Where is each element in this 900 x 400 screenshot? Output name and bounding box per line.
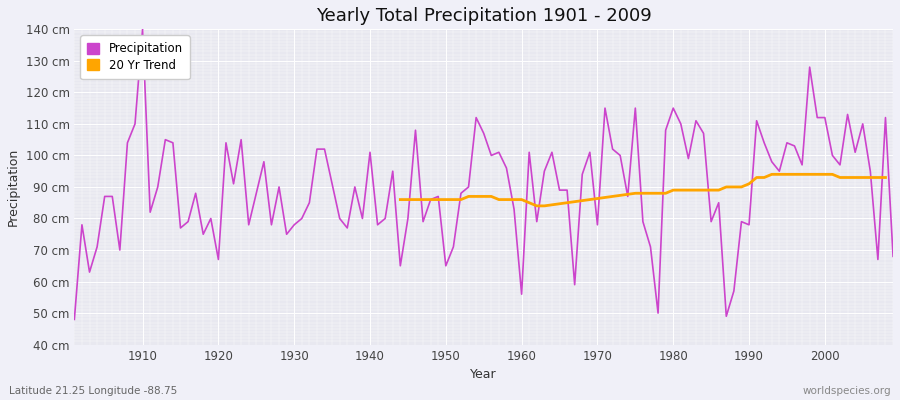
Text: Latitude 21.25 Longitude -88.75: Latitude 21.25 Longitude -88.75 <box>9 386 177 396</box>
Legend: Precipitation, 20 Yr Trend: Precipitation, 20 Yr Trend <box>80 35 190 79</box>
Title: Yearly Total Precipitation 1901 - 2009: Yearly Total Precipitation 1901 - 2009 <box>316 7 652 25</box>
Text: worldspecies.org: worldspecies.org <box>803 386 891 396</box>
Y-axis label: Precipitation: Precipitation <box>7 148 20 226</box>
X-axis label: Year: Year <box>471 368 497 381</box>
